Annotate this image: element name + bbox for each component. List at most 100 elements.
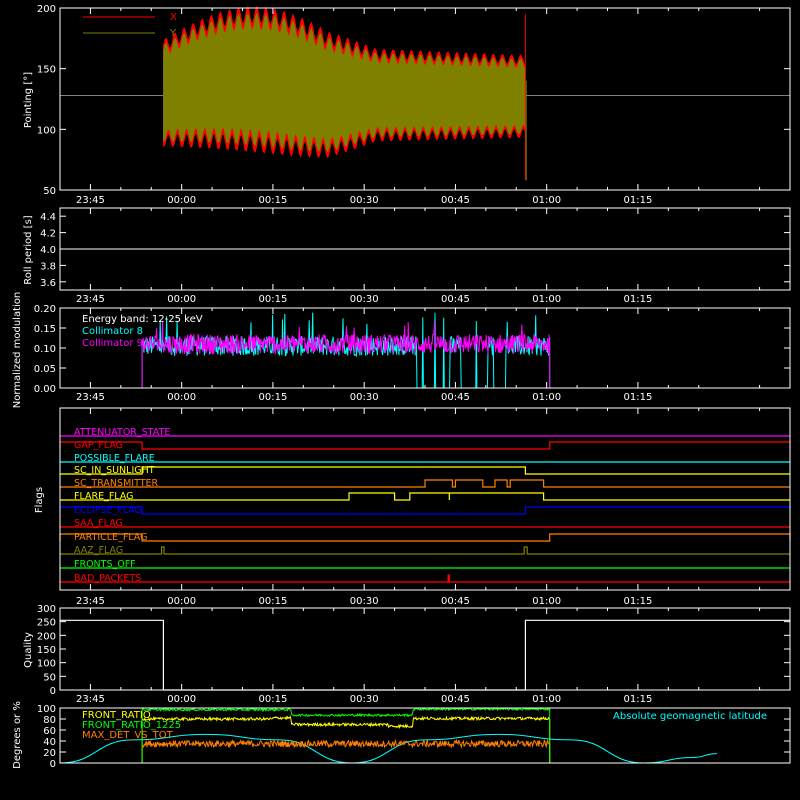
x-tick-label: 00:30 bbox=[350, 694, 379, 705]
max-det-vs-tot-line bbox=[141, 738, 551, 763]
y-tick-label: 0.15 bbox=[34, 324, 56, 335]
x-tick-label: 00:30 bbox=[350, 392, 379, 403]
x-tick-label: 00:30 bbox=[350, 596, 379, 607]
y-tick-label: 4.0 bbox=[40, 245, 56, 256]
x-tick-label: 01:15 bbox=[624, 294, 653, 305]
flag-label: FLARE_FLAG bbox=[74, 491, 134, 502]
flag-label: SAA_FLAG bbox=[74, 518, 123, 529]
modulation-panel: 0.00 0.05 0.10 0.15 0.20 23:45 00:00 00:15 00:3… bbox=[12, 292, 791, 409]
y-tick-label: 0 bbox=[50, 759, 56, 770]
y-tick-label: 3.8 bbox=[40, 261, 56, 272]
ratios-legend-front-ratio-1225: FRONT_RATIO_1225 bbox=[82, 720, 181, 731]
x-tick-label: 00:00 bbox=[167, 392, 196, 403]
x-tick-label: 00:15 bbox=[259, 596, 288, 607]
flag-label: ATTENUATOR_STATE bbox=[74, 427, 170, 438]
modulation-ylabel: Normalized modulation bbox=[12, 292, 23, 409]
front-ratio-line bbox=[141, 715, 551, 763]
flag-line-aaz-flag bbox=[60, 546, 790, 555]
y-tick-label: 50 bbox=[43, 186, 56, 197]
x-tick-label: 00:30 bbox=[350, 294, 379, 305]
x-tick-label: 00:45 bbox=[441, 596, 470, 607]
x-tick-label: 00:30 bbox=[350, 195, 379, 206]
x-tick-label: 00:15 bbox=[259, 195, 288, 206]
x-tick-label: 00:15 bbox=[259, 392, 288, 403]
flag-label: POSSIBLE_FLARE bbox=[74, 453, 155, 464]
x-tick-label: 01:00 bbox=[532, 596, 561, 607]
x-tick-label: 00:45 bbox=[441, 694, 470, 705]
x-tick-label: 00:45 bbox=[441, 392, 470, 403]
modulation-legend-c9: Collimator 9 bbox=[82, 338, 143, 349]
flag-line-flare-flag bbox=[60, 492, 790, 501]
x-tick-label: 00:00 bbox=[167, 195, 196, 206]
y-tick-label: 4.4 bbox=[40, 212, 56, 223]
flags-ylabel: Flags bbox=[34, 487, 45, 513]
y-tick-label: 100 bbox=[37, 125, 56, 136]
roll-period-y-ticks: 3.6 3.8 4.0 4.2 4.4 bbox=[40, 212, 790, 289]
flag-line-sc-transmitter bbox=[60, 479, 790, 488]
flag-line-bad-packets bbox=[60, 574, 790, 583]
y-tick-label: 20 bbox=[43, 748, 56, 759]
quality-x-ticks: 23:45 00:00 00:15 00:30 00:45 01:00 01:15 bbox=[59, 608, 791, 705]
x-tick-label: 01:00 bbox=[532, 694, 561, 705]
x-tick-label: 00:00 bbox=[167, 694, 196, 705]
x-tick-label: 01:15 bbox=[624, 694, 653, 705]
x-tick-label: 00:00 bbox=[167, 294, 196, 305]
modulation-legend-c8: Collimator 8 bbox=[82, 326, 143, 337]
ratios-legend-front-ratio: FRONT_RATIO bbox=[82, 710, 151, 721]
flag-label: GAP_FLAG bbox=[74, 440, 123, 451]
x-tick-label: 23:45 bbox=[76, 294, 105, 305]
y-tick-label: 60 bbox=[43, 726, 56, 737]
flag-label: PARTICLE_FLAG bbox=[74, 532, 147, 543]
x-tick-label: 01:00 bbox=[532, 195, 561, 206]
x-tick-label: 00:15 bbox=[259, 694, 288, 705]
x-tick-label: 01:15 bbox=[624, 392, 653, 403]
flags-data: ATTENUATOR_STATEGAP_FLAGPOSSIBLE_FLARESC… bbox=[59, 427, 791, 584]
x-tick-label: 23:45 bbox=[76, 392, 105, 403]
legend-y-label: Y bbox=[169, 28, 177, 39]
y-tick-label: 0 bbox=[50, 686, 56, 697]
roll-period-ylabel: Roll period [s] bbox=[23, 215, 34, 284]
roll-period-panel: 3.6 3.8 4.0 4.2 4.4 23:45 00:00 00:15 00:30 00:4… bbox=[23, 207, 791, 305]
y-tick-label: 40 bbox=[43, 737, 56, 748]
pointing-panel: 50 100 150 200 23:45 00:00 00:15 00:30 00:45 01:… bbox=[23, 4, 791, 206]
flags-panel: ATTENUATOR_STATEGAP_FLAGPOSSIBLE_FLARESC… bbox=[34, 407, 791, 607]
flag-label: BAD_PACKETS bbox=[74, 573, 141, 584]
modulation-energy-band: Energy band: 12-25 keV bbox=[82, 314, 203, 325]
flag-line-eclipse-flag bbox=[59, 506, 791, 515]
x-tick-label: 00:00 bbox=[167, 596, 196, 607]
x-tick-label: 23:45 bbox=[76, 195, 105, 206]
y-tick-label: 250 bbox=[37, 618, 56, 629]
x-tick-label: 01:00 bbox=[532, 294, 561, 305]
front-ratio-1225-line bbox=[141, 706, 551, 763]
ratios-legend-max-det: MAX_DET_VS_TOT bbox=[82, 730, 174, 741]
y-tick-label: 150 bbox=[37, 645, 56, 656]
roll-period-x-ticks: 23:45 00:00 00:15 00:30 00:45 01:00 01:15 bbox=[59, 208, 791, 305]
x-tick-label: 01:00 bbox=[532, 392, 561, 403]
quality-ylabel: Quality bbox=[23, 632, 34, 668]
x-tick-label: 00:15 bbox=[259, 294, 288, 305]
flag-label: SC_TRANSMITTER bbox=[74, 478, 159, 489]
y-tick-label: 200 bbox=[37, 631, 56, 642]
flag-label: FRONTS_OFF bbox=[74, 559, 136, 570]
y-tick-label: 100 bbox=[37, 659, 56, 670]
flag-label: SC_IN_SUNLIGHT bbox=[74, 465, 155, 476]
x-tick-label: 00:45 bbox=[441, 195, 470, 206]
pointing-ylabel: Pointing [°] bbox=[23, 72, 34, 128]
x-tick-label: 00:45 bbox=[441, 294, 470, 305]
pointing-y-ticks: 50 100 150 200 bbox=[37, 4, 790, 197]
modulation-y-ticks: 0.00 0.05 0.10 0.15 0.20 bbox=[34, 304, 790, 395]
flag-line-particle-flag bbox=[59, 533, 791, 542]
y-tick-label: 4.2 bbox=[40, 229, 56, 240]
y-tick-label: 150 bbox=[37, 65, 56, 76]
y-tick-label: 3.6 bbox=[40, 278, 56, 289]
modulation-series-c9 bbox=[60, 320, 790, 389]
x-tick-label: 01:15 bbox=[624, 596, 653, 607]
flag-line-sc-in-sunlight bbox=[60, 466, 790, 475]
flag-label: ECLIPSE_FLAG bbox=[74, 505, 142, 516]
pointing-x-ticks: 23:45 00:00 00:15 00:30 00:45 01:00 01:15 bbox=[59, 8, 791, 206]
modulation-x-ticks: 23:45 00:00 00:15 00:30 00:45 01:00 01:15 bbox=[59, 308, 791, 403]
